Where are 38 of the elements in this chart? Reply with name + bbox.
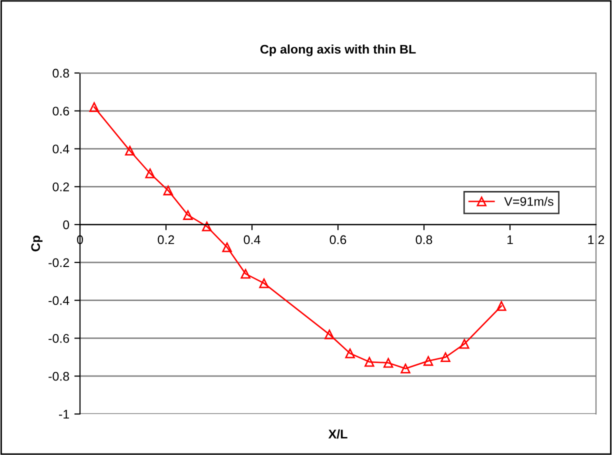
point [383,358,394,368]
point [125,146,135,156]
point [496,301,506,311]
y-tick-label: 0.4 [52,144,70,154]
x-tick-label: 0.8 [416,235,432,244]
point [324,330,334,340]
y-axis-title: Cp [31,236,42,252]
point [440,352,450,362]
x-tick-label: 0.2 [158,235,174,244]
point [89,102,100,112]
point [460,339,470,349]
x-tick-label: 0.4 [244,235,260,244]
y-tick-label: 0.6 [52,106,70,116]
point [145,168,155,178]
point [259,278,269,288]
y-tick-label: 0.2 [52,182,69,192]
y-tick-label: -0.2 [48,258,69,268]
point [240,268,250,279]
point [222,242,232,252]
point [364,357,374,367]
point [400,364,410,374]
chart-title: Cp along axis with thin BL [260,44,416,56]
legend-label: V=91m/s [504,196,554,206]
x-axis-title: X/L [328,429,348,439]
y-tick-label: 0 [63,220,70,230]
y-tick-label: -0.6 [48,334,70,343]
y-tick-label: -1 [59,410,69,419]
point [183,210,193,220]
x-tick-label: 1.2 [588,235,604,244]
y-tick-label: -0.4 [48,296,70,305]
x-tick-label: 1 [507,235,513,244]
y-tick-label: 0.8 [52,68,70,78]
y-tick-label: -0.8 [48,372,70,381]
point [345,348,355,358]
point [202,222,212,232]
point [163,186,174,196]
point [423,356,434,366]
x-tick-label: 0.6 [330,235,346,244]
